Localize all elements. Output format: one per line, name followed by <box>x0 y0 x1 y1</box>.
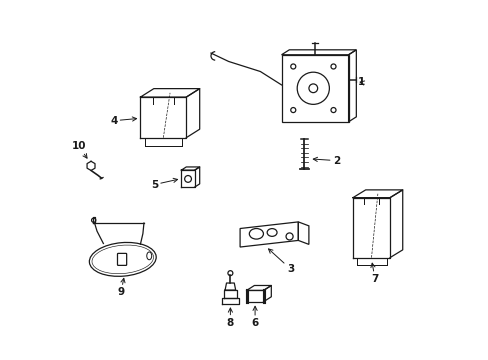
Text: 9: 9 <box>117 278 125 297</box>
Text: 2: 2 <box>313 156 339 166</box>
Text: 7: 7 <box>370 263 378 284</box>
Text: 3: 3 <box>268 249 293 274</box>
Text: 4: 4 <box>110 116 136 126</box>
Text: 5: 5 <box>150 178 177 190</box>
Text: 1: 1 <box>357 77 364 87</box>
Text: 10: 10 <box>71 141 87 158</box>
Text: 6: 6 <box>251 306 258 328</box>
Text: 8: 8 <box>226 308 234 328</box>
